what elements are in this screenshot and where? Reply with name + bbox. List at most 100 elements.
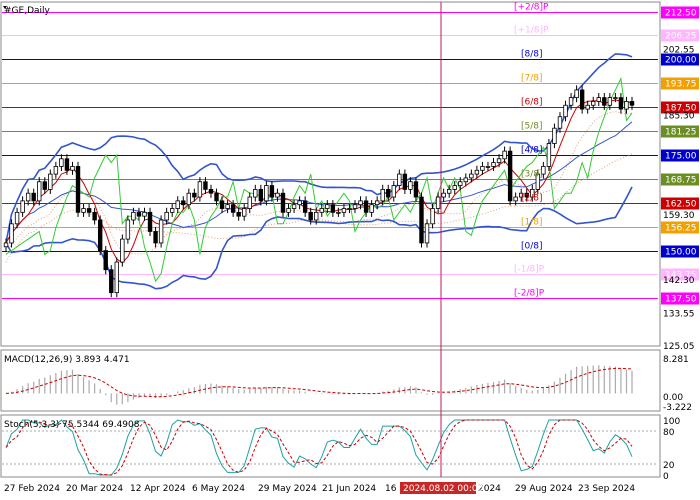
candle-body [541,166,546,175]
candle-body [120,238,125,263]
price-badge [661,29,699,42]
candle-body [142,211,147,217]
candle-body [402,173,408,190]
time-tick: 16 [385,484,397,494]
candle-body [75,166,81,213]
candle-body [169,208,175,213]
macd-histogram [5,365,633,405]
candle-body [103,250,108,271]
murrey-level-name: [1/8] [521,218,543,228]
murrey-level-name: [+2/8]P [514,3,549,13]
candle-body [557,116,563,129]
candle-body [463,177,469,183]
candle-body [591,101,596,106]
candle-body [602,97,607,106]
macd-panel [0,349,661,412]
macd-axis-labels: 8.281 0.00-3.222 [663,355,692,413]
candle-body [48,173,53,190]
candle-body [574,89,579,99]
stoch-tick: 20 [663,461,675,471]
candle-body [325,204,330,209]
candle-body [568,97,574,106]
macd-label: MACD(12,26,9) 3.893 4.471 [4,355,130,365]
price-badge [661,125,699,138]
candle-body [9,223,14,244]
candle-body [546,143,552,167]
candle-body [607,97,613,106]
candle-body [31,192,36,202]
candle-body [14,211,20,225]
stochastic-panel [0,414,661,478]
price-badge [661,197,699,210]
candle-body [20,200,25,213]
candle-body [535,173,541,190]
time-tick: 29 May 2024 [258,484,317,494]
price-badge-text: 187.50 [665,104,697,114]
price-panel [0,1,661,347]
candle-body [314,211,319,221]
macd-tick: -3.222 [663,403,692,413]
chikou-line [5,76,633,283]
candle-body [624,101,629,110]
candle-body [131,211,136,221]
candle-body [585,104,590,110]
price-badge [661,53,699,66]
price-axis-labels: 212.50 206.25 200.00 193.75 187.50 181.25 175.… [661,6,699,352]
time-tick: 29 Aug 2024 [515,484,573,494]
senkou-span-b [5,153,633,263]
candle-body [286,208,291,213]
candle-body [524,192,529,198]
candle-body [153,231,158,244]
candle-body [219,200,225,209]
candle-body [319,208,324,213]
candle-body [336,211,341,214]
time-tick: 21 Jun 2024 [322,484,376,494]
candle-body [397,173,402,186]
candle-body [596,97,601,102]
stoch-tick: 100 [663,417,680,427]
macd-signal [5,367,633,398]
candle-body [291,204,297,209]
price-badge-text: 181.25 [665,128,697,138]
candle-body [563,104,568,118]
candle-body [419,196,424,244]
candle-body [280,192,286,213]
time-tick: 23 Sep 2024 [578,484,635,494]
macd-tick: 8.281 [663,355,689,365]
murrey-level-name: [+1/8]P [514,26,549,36]
candle-body [480,166,485,171]
stoch-tick: 0 [663,472,669,482]
stoch-d-line [5,419,633,476]
price-tick: 133.55 [663,309,695,319]
time-axis-labels: 27 Feb 2024 20 Mar 2024 12 Apr 2024 6 May 2… [4,484,635,494]
candle-body [208,188,214,194]
time-tick: 27 Feb 2024 [4,484,60,494]
dropdown-icon[interactable] [3,6,7,9]
price-badge-text: 156.25 [665,224,697,234]
price-badge-text: 212.50 [665,9,697,19]
cursor-time-label: 2024.08.02 00:00 [403,484,484,494]
red-moving-average [5,99,632,264]
candle-body [59,158,64,167]
candle-body [197,181,203,198]
candle-body [347,208,352,210]
candle-body [225,204,230,209]
candle-body [147,211,153,232]
candle-body [330,204,336,213]
candle-body [380,188,385,202]
price-badge [661,221,699,234]
candle-body [579,89,585,110]
candle-body [3,242,9,248]
price-badge-text: 206.25 [665,32,697,42]
candle-body [513,196,518,202]
candle-body [507,150,513,202]
candle-body [363,200,369,213]
candle-body [435,196,441,209]
candle-body [136,211,142,217]
candle-body [164,211,169,221]
candle-body [302,200,308,213]
candle-body [192,192,197,198]
candle-body [114,261,119,294]
candle-body [264,185,269,202]
